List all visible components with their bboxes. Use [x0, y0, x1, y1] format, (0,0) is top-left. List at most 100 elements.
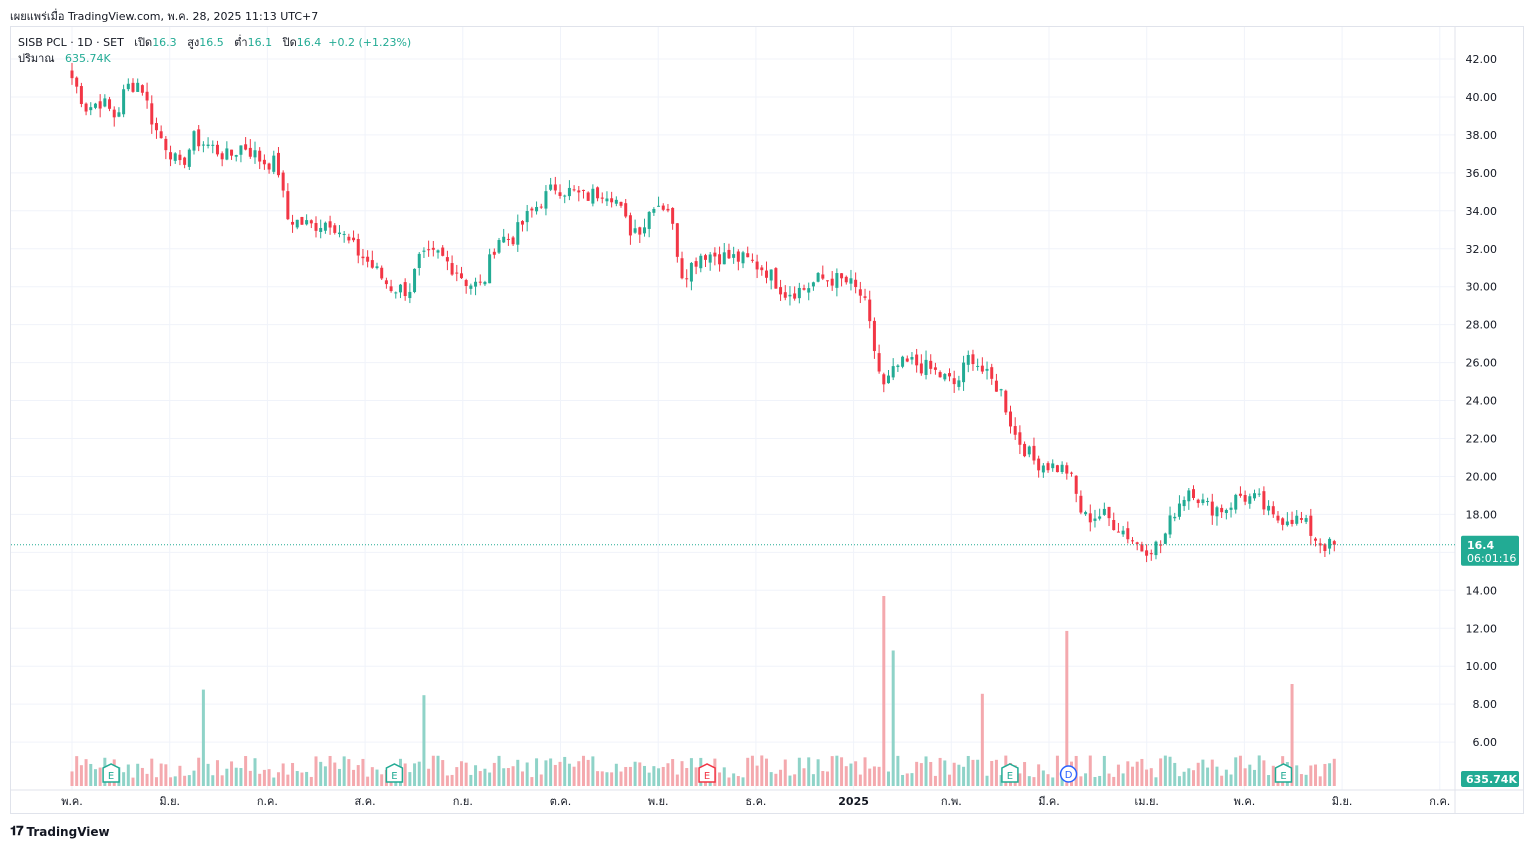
volume-bar	[1271, 765, 1275, 786]
candle-body	[75, 77, 79, 87]
volume-bar	[1102, 755, 1106, 786]
volume-bar	[788, 775, 792, 786]
candle-body	[1234, 494, 1238, 510]
candle-body	[708, 254, 712, 263]
candle-body	[933, 367, 937, 370]
volume-bar	[1192, 770, 1196, 786]
candle-body	[474, 281, 478, 287]
candle-body	[84, 103, 88, 112]
volume-bar	[901, 774, 905, 786]
candle-body	[286, 191, 290, 220]
volume-bar	[783, 759, 787, 786]
volume-bar	[483, 768, 487, 786]
candle-body	[300, 216, 304, 225]
time-tick-label: ต.ค.	[550, 795, 572, 808]
volume-bar	[1253, 769, 1257, 786]
candle-body	[769, 269, 773, 281]
candle-body	[924, 359, 928, 375]
candle-body	[596, 187, 600, 199]
candle-body	[1224, 509, 1228, 514]
publish-info: เผยแพร่เมื่อ TradingView.com, พ.ค. 28, 2…	[10, 10, 319, 23]
volume-bar	[169, 777, 173, 786]
volume-bar	[342, 756, 346, 786]
candle-body	[821, 274, 825, 279]
candle-body	[417, 253, 421, 269]
volume-bar	[215, 760, 219, 786]
volume-bar	[1182, 771, 1186, 786]
volume-bar	[614, 763, 618, 786]
candle-body	[764, 270, 768, 278]
candle-body	[774, 268, 778, 289]
candle-body	[788, 294, 792, 297]
candle-body	[276, 152, 280, 176]
volume-bar	[1093, 777, 1097, 786]
candle-body	[1149, 553, 1153, 555]
volume-bar	[1234, 757, 1238, 786]
volume-bar	[558, 761, 562, 786]
volume-bar	[417, 761, 421, 786]
volume-bar	[746, 757, 750, 786]
volume-bar	[994, 759, 998, 786]
candle-body	[750, 259, 754, 261]
candle-body	[985, 368, 989, 371]
volume-bar	[685, 768, 689, 786]
footer-brand[interactable]: 𝟏𝟕 TradingView	[10, 824, 110, 839]
volume-bar	[877, 766, 881, 786]
candle-body	[1309, 515, 1313, 536]
bar-countdown: 06:01:16	[1467, 552, 1516, 565]
candle-body	[816, 273, 820, 282]
candle-body	[1112, 520, 1116, 531]
candle-body	[1281, 518, 1285, 525]
volume-bar	[1328, 763, 1332, 786]
volume-bar	[535, 758, 539, 786]
candle-body	[281, 172, 285, 191]
candle-body	[994, 380, 998, 392]
symbol-label[interactable]: SISB PCL · 1D · SET	[18, 36, 124, 49]
volume-bar	[811, 774, 815, 786]
volume-value: 635.74K	[65, 52, 111, 65]
candle-body	[1238, 493, 1242, 496]
volume-bar	[506, 768, 510, 786]
time-tick-label: ส.ค.	[355, 795, 376, 808]
price-tick-label: 32.00	[1466, 243, 1498, 256]
candle-body	[567, 187, 571, 197]
candle-body	[1098, 516, 1102, 519]
volume-bar	[915, 761, 919, 786]
candle-body	[122, 89, 126, 115]
time-tick-label: ก.ค.	[1429, 795, 1450, 808]
candle-body	[544, 191, 548, 209]
volume-bar	[774, 773, 778, 786]
earnings-marker[interactable]	[698, 763, 716, 783]
candle-body	[323, 222, 327, 231]
volume-bar	[854, 761, 858, 786]
candle-body	[488, 254, 492, 284]
earnings-marker[interactable]	[1001, 763, 1019, 783]
volume-bar	[272, 777, 276, 786]
volume-bar	[760, 755, 764, 786]
candle-body	[558, 192, 562, 196]
volume-bar	[131, 777, 135, 786]
volume-bar	[1168, 756, 1172, 786]
earnings-marker[interactable]	[102, 763, 120, 783]
volume-tag	[1461, 771, 1519, 787]
candle-body	[703, 255, 707, 260]
volume-bar	[1027, 776, 1031, 786]
earnings-marker[interactable]	[385, 763, 404, 783]
candle-body	[295, 219, 299, 228]
candle-body	[877, 353, 881, 372]
volume-bar	[652, 766, 656, 786]
candle-body	[1201, 499, 1205, 504]
volume-bar	[201, 689, 205, 786]
candle-body	[910, 357, 914, 360]
volume-bar	[347, 759, 351, 786]
earnings-marker[interactable]	[1274, 763, 1293, 783]
volume-bar	[145, 773, 149, 786]
candle-body	[352, 237, 356, 241]
candle-body	[427, 249, 431, 251]
candle-body	[525, 211, 529, 223]
dividend-marker[interactable]	[1059, 765, 1078, 783]
candle-body	[93, 103, 97, 108]
volume-bar	[220, 775, 224, 786]
volume-bar	[525, 762, 529, 786]
